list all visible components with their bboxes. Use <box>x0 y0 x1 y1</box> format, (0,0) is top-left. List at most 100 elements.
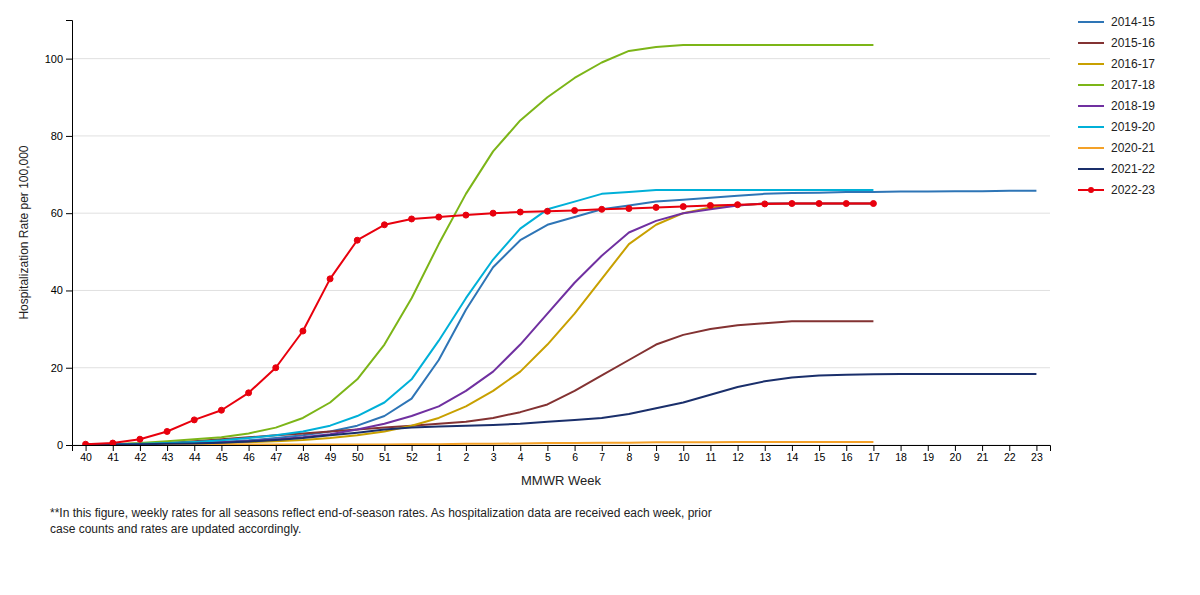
tick: 16 <box>841 445 853 463</box>
y-axis-title: Hospitalization Rate per 100,000 <box>17 145 31 319</box>
marker <box>816 201 822 207</box>
tick-mark <box>738 445 739 451</box>
series <box>86 374 1037 445</box>
tick: 17 <box>868 445 880 463</box>
tick-mark <box>439 445 440 451</box>
tick-label: 6 <box>572 451 578 463</box>
legend-label: 2022-23 <box>1111 183 1155 197</box>
tick: 40 <box>51 284 72 296</box>
tick-mark <box>66 59 72 60</box>
grid-line <box>72 213 1050 214</box>
tick: 9 <box>654 445 660 463</box>
legend: 2014-152015-162016-172017-182018-192019-… <box>1078 15 1155 197</box>
tick: 22 <box>1004 445 1016 463</box>
tick-mark <box>66 290 72 291</box>
tick: 60 <box>51 207 72 219</box>
tick: 100 <box>45 53 72 65</box>
marker <box>653 204 659 210</box>
tick-mark <box>493 445 494 451</box>
tick-mark <box>846 445 847 451</box>
marker <box>843 201 849 207</box>
tick-mark <box>86 445 87 451</box>
tick-mark <box>629 445 630 451</box>
axis-line <box>66 21 73 446</box>
tick: 11 <box>705 445 716 463</box>
tick-mark <box>602 445 603 451</box>
tick-mark <box>66 213 72 214</box>
legend-swatch <box>1078 21 1104 23</box>
marker <box>409 216 415 222</box>
axis-line <box>73 446 1051 452</box>
tick-mark <box>384 445 385 451</box>
tick-label: 23 <box>1031 451 1043 463</box>
tick: 2 <box>463 445 469 463</box>
tick: 42 <box>135 445 147 463</box>
marker <box>246 390 252 396</box>
tick: 6 <box>572 445 578 463</box>
marker <box>680 204 686 210</box>
legend-label: 2016-17 <box>1111 57 1155 71</box>
tick-mark <box>792 445 793 451</box>
tick-label: 16 <box>841 451 853 463</box>
tick: 3 <box>491 445 497 463</box>
tick-mark <box>955 445 956 451</box>
tick-label: 49 <box>325 451 337 463</box>
tick-mark <box>194 445 195 451</box>
tick: 1 <box>436 445 442 463</box>
tick-label: 8 <box>626 451 632 463</box>
marker <box>789 201 795 207</box>
legend-item: 2019-20 <box>1078 120 1155 134</box>
legend-label: 2020-21 <box>1111 141 1155 155</box>
marker <box>381 222 387 228</box>
marker <box>626 206 632 212</box>
tick: 18 <box>895 445 907 463</box>
line <box>86 374 1037 445</box>
x-axis-title: MMWR Week <box>521 473 601 488</box>
grid-line <box>72 135 1050 136</box>
tick-label: 44 <box>189 451 201 463</box>
tick-mark <box>1009 445 1010 451</box>
tick-label: 20 <box>950 451 962 463</box>
tick-label: 11 <box>705 451 716 463</box>
tick: 14 <box>787 445 799 463</box>
tick: 0 <box>57 439 72 451</box>
marker <box>490 210 496 216</box>
marker <box>327 276 333 282</box>
series <box>86 45 874 445</box>
series <box>83 201 877 445</box>
marker <box>735 202 741 208</box>
tick: 19 <box>922 445 934 463</box>
grid-line <box>72 290 1050 291</box>
tick-label: 19 <box>922 451 934 463</box>
grid-line <box>72 367 1050 368</box>
tick: 20 <box>950 445 962 463</box>
tick: 8 <box>626 445 632 463</box>
tick: 48 <box>298 445 310 463</box>
tick-mark <box>466 445 467 451</box>
line <box>86 204 874 445</box>
tick-mark <box>982 445 983 451</box>
line <box>86 191 1037 445</box>
tick: 40 <box>80 445 92 463</box>
tick-label: 46 <box>243 451 255 463</box>
tick: 10 <box>678 445 690 463</box>
tick: 44 <box>189 445 201 463</box>
tick: 7 <box>599 445 605 463</box>
tick-mark <box>303 445 304 451</box>
legend-item: 2022-23 <box>1078 183 1155 197</box>
tick: 43 <box>162 445 174 463</box>
tick-label: 3 <box>491 451 497 463</box>
tick-mark <box>66 136 72 137</box>
legend-item: 2016-17 <box>1078 57 1155 71</box>
tick-mark <box>167 445 168 451</box>
line <box>86 45 874 445</box>
tick: 50 <box>352 445 364 463</box>
tick-mark <box>140 445 141 451</box>
legend-item: 2015-16 <box>1078 36 1155 50</box>
tick-label: 20 <box>51 362 63 374</box>
tick-label: 51 <box>379 451 391 463</box>
tick-label: 22 <box>1004 451 1016 463</box>
x-axis: 4041424344454647484950515212345678910111… <box>73 445 1051 463</box>
tick-label: 43 <box>162 451 174 463</box>
marker <box>137 436 143 442</box>
